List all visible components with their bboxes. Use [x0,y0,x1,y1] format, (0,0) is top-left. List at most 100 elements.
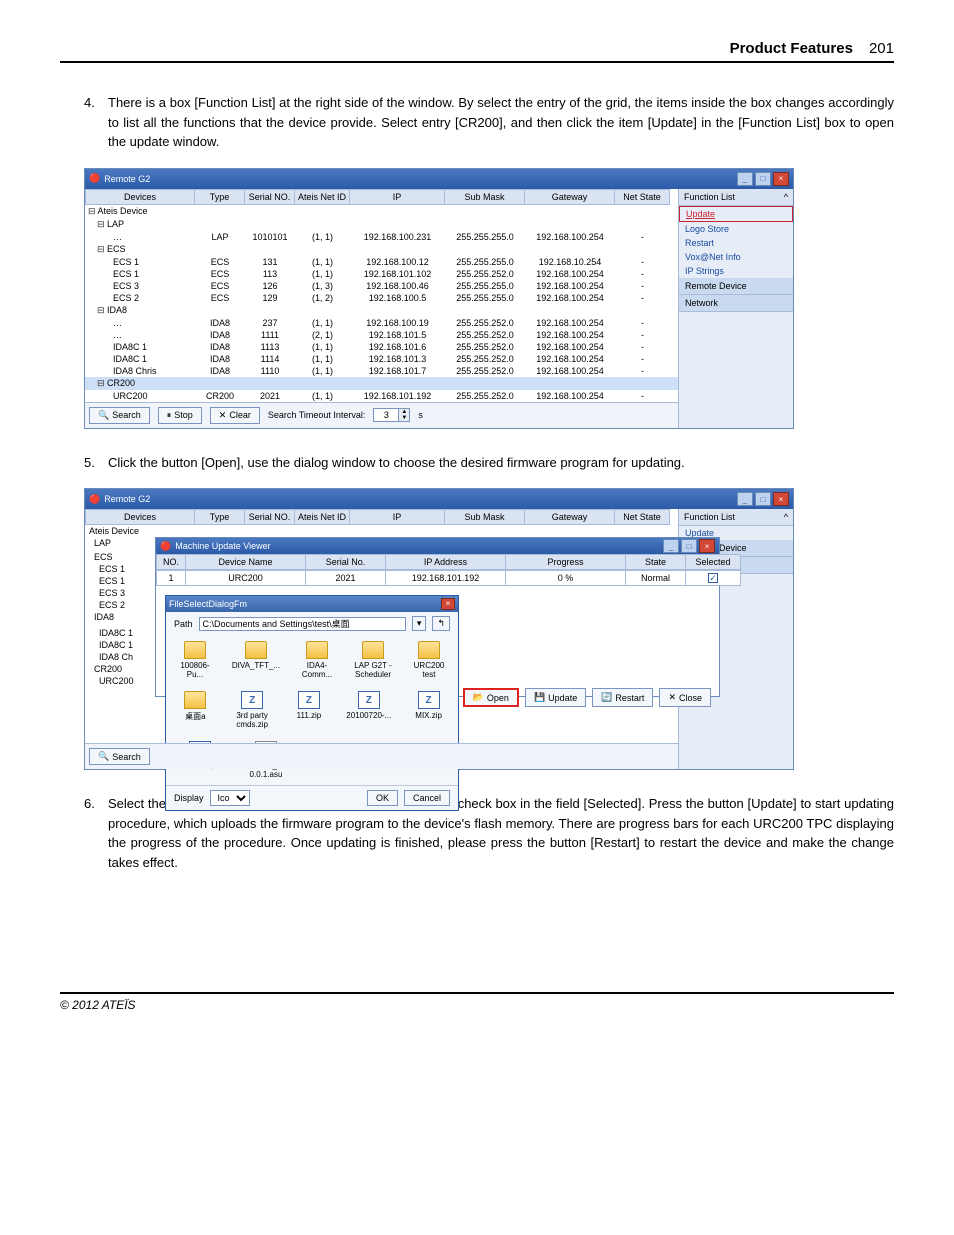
path-dropdown-icon[interactable]: ▾ [412,616,427,631]
table-row[interactable]: …LAP1010101(1, 1)192.168.100.231255.255.… [85,231,678,243]
cell-name: URC200 [186,570,306,586]
maximize-icon[interactable]: □ [755,172,771,186]
function-list-header: Function List [684,512,735,522]
path-label: Path [174,619,193,629]
table-row[interactable]: LAP [85,218,678,231]
table-row[interactable]: …IDA8237(1, 1)192.168.100.19255.255.252.… [85,317,678,329]
file-item[interactable]: DIVA_TFT_... [232,641,280,679]
table-row[interactable]: CR200 [85,377,678,390]
file-item[interactable]: URC200 test [410,641,448,679]
close-button[interactable]: ✕ Close [659,688,711,707]
step-number: 6. [84,794,108,872]
selected-checkbox[interactable]: ✓ [708,573,718,583]
function-item[interactable]: Update [679,206,793,222]
cell-progress: 0 % [506,570,626,586]
minimize-icon[interactable]: _ [737,492,753,506]
step-number: 5. [84,453,108,473]
function-item[interactable]: Vox@Net Info [679,250,793,264]
minimize-icon[interactable]: _ [737,172,753,186]
close-icon[interactable]: × [773,492,789,506]
table-row[interactable]: IDA8C 1IDA81113(1, 1)192.168.101.6255.25… [85,341,678,353]
cell-state: Normal [626,570,686,586]
display-select[interactable]: Icon [210,790,250,806]
interval-unit: s [418,410,423,420]
path-input[interactable] [199,617,406,631]
grid-body: Ateis DeviceLAP…LAP1010101(1, 1)192.168.… [85,205,678,402]
file-item[interactable]: Z111.zip [290,691,329,729]
update-grid-row[interactable]: 1 URC200 2021 192.168.101.192 0 % Normal… [156,570,719,586]
grid-header: DevicesTypeSerial NO.Ateis Net IDIPSub M… [85,509,678,525]
file-item[interactable]: ZMIX.zip [409,691,448,729]
spin-down-icon[interactable]: ▼ [398,415,409,421]
function-item[interactable]: Restart [679,236,793,250]
path-up-icon[interactable]: ↰ [432,616,450,631]
update-action-buttons: 📂 Open 💾 Update 🔄 Restart ✕ Close [463,688,711,707]
table-row[interactable]: ECS 3ECS126(1, 3)192.168.100.46255.255.2… [85,280,678,292]
titlebar[interactable]: 🔴Remote G2 _ □ × [85,489,793,509]
titlebar[interactable]: 🔴Remote G2 _ □ × [85,169,793,189]
section-title: Product Features [730,40,853,57]
table-row[interactable]: …IDA81111(2, 1)192.168.101.5255.255.252.… [85,329,678,341]
file-item[interactable]: LAP G2T -Scheduler [354,641,392,679]
collapse-icon[interactable]: ^ [784,192,788,202]
clear-button[interactable]: ✕ Clear [210,407,260,424]
bottom-toolbar: 🔍 Search ⏸ Stop ✕ Clear Search Timeout I… [85,402,678,428]
file-item[interactable]: Z3rd party cmds.zip [233,691,272,729]
table-row[interactable]: ECS 1ECS131(1, 1)192.168.100.12255.255.2… [85,256,678,268]
file-item[interactable]: 100806-Pu... [176,641,214,679]
table-row[interactable]: ECS [85,243,678,256]
left-pane: DevicesTypeSerial NO.Ateis Net IDIPSub M… [85,509,678,769]
file-item[interactable]: Z20100720-... [346,691,391,729]
close-icon[interactable]: × [699,539,715,553]
dialog-title: FileSelectDialogFm [169,599,247,609]
open-button[interactable]: 📂 Open [463,688,519,707]
table-row[interactable]: IDA8 [85,304,678,317]
search-button[interactable]: 🔍 Search [89,407,150,424]
cell-selected[interactable]: ✓ [686,570,741,586]
table-row[interactable]: IDA8 ChrisIDA81110(1, 1)192.168.101.7255… [85,365,678,377]
close-icon[interactable]: × [441,598,455,610]
remote-g2-window-2: 🔴Remote G2 _ □ × DevicesTypeSerial NO.At… [84,488,794,770]
restart-button[interactable]: 🔄 Restart [592,688,653,707]
page-header: Product Features 201 [60,40,894,63]
tree-item[interactable]: Ateis Device [85,525,678,537]
minimize-icon[interactable]: _ [663,539,679,553]
app-icon: 🔴 [160,541,171,552]
display-label: Display [174,793,204,803]
table-row[interactable]: ECS 1ECS113(1, 1)192.168.101.102255.255.… [85,268,678,280]
dialog-titlebar[interactable]: FileSelectDialogFm × [166,596,458,612]
function-list-panel: Function List^ UpdateLogo StoreRestartVo… [678,189,793,428]
close-icon[interactable]: × [773,172,789,186]
table-row[interactable]: Ateis Device [85,205,678,218]
update-button[interactable]: 💾 Update [525,688,586,707]
interval-stepper[interactable]: ▲▼ [373,408,410,422]
function-item[interactable]: IP Strings [679,264,793,278]
cancel-button[interactable]: Cancel [404,790,450,806]
maximize-icon[interactable]: □ [755,492,771,506]
app-icon: 🔴 [89,173,100,184]
step-text: There is a box [Function List] at the ri… [108,93,894,152]
function-item[interactable]: Logo Store [679,222,793,236]
device-grid: DevicesTypeSerial NO.Ateis Net IDIPSub M… [85,189,678,428]
file-row-1: 100806-Pu... DIVA_TFT_... IDA4-Comm... LAP … [166,635,458,685]
file-item[interactable]: 桌面a [176,691,215,729]
collapse-icon[interactable]: ^ [784,512,788,522]
search-button[interactable]: 🔍 Search [89,748,150,765]
ok-button[interactable]: OK [367,790,398,806]
step-5: 5. Click the button [Open], use the dial… [84,453,894,473]
stop-button[interactable]: ⏸ Stop [158,407,202,424]
tab-remote-device[interactable]: Remote Device [679,278,793,295]
maximize-icon[interactable]: □ [681,539,697,553]
file-item[interactable]: IDA4-Comm... [298,641,336,679]
table-row[interactable]: IDA8C 1IDA81114(1, 1)192.168.101.3255.25… [85,353,678,365]
interval-input[interactable] [374,409,398,421]
grid-header: DevicesTypeSerial NO.Ateis Net IDIPSub M… [85,189,678,205]
window-controls: _ □ × [737,172,789,186]
page-footer: © 2012 ATEÏS [60,992,894,1012]
app-icon: 🔴 [89,494,100,505]
table-row[interactable]: URC200CR2002021(1, 1)192.168.101.192255.… [85,390,678,402]
cell-ip: 192.168.101.192 [386,570,506,586]
tab-network[interactable]: Network [679,295,793,312]
step-text: Click the button [Open], use the dialog … [108,453,685,473]
table-row[interactable]: ECS 2ECS129(1, 2)192.168.100.5255.255.25… [85,292,678,304]
